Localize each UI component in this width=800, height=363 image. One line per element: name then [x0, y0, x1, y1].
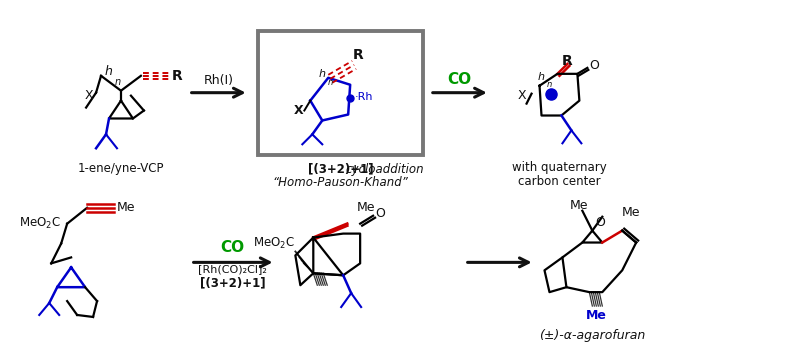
Text: O: O — [590, 60, 599, 72]
Text: CO: CO — [221, 240, 245, 255]
Text: Rh(I): Rh(I) — [204, 74, 234, 87]
Text: ·Rh: ·Rh — [355, 91, 374, 102]
Text: Me: Me — [570, 199, 589, 212]
Text: Me: Me — [586, 310, 606, 322]
Text: R: R — [172, 69, 182, 83]
Text: MeO$_2$C: MeO$_2$C — [254, 236, 295, 251]
Text: MeO$_2$C: MeO$_2$C — [19, 216, 62, 231]
Text: $\mathit{h}$: $\mathit{h}$ — [105, 64, 114, 78]
Text: $\mathit{h}$: $\mathit{h}$ — [538, 70, 546, 82]
Text: $\mathit{n}$: $\mathit{n}$ — [114, 77, 122, 87]
Text: O: O — [375, 207, 385, 220]
Text: cycloaddition: cycloaddition — [346, 163, 424, 176]
Text: [(3+2)+1]: [(3+2)+1] — [308, 163, 374, 176]
Text: (±)-α-agarofuran: (±)-α-agarofuran — [539, 329, 646, 342]
Text: “Homo-Pauson-Khand”: “Homo-Pauson-Khand” — [273, 176, 409, 189]
Text: Me: Me — [357, 201, 376, 214]
Text: $\mathit{n}$: $\mathit{n}$ — [546, 80, 554, 89]
Text: X: X — [294, 104, 303, 117]
Text: R: R — [562, 54, 573, 68]
Text: with quaternary: with quaternary — [512, 160, 607, 174]
Text: X: X — [85, 89, 94, 102]
Text: [(3+2)+1]: [(3+2)+1] — [200, 277, 266, 290]
Text: $\mathit{n}$: $\mathit{n}$ — [327, 78, 334, 87]
Text: $\mathit{h}$: $\mathit{h}$ — [318, 67, 326, 79]
Text: CO: CO — [448, 72, 472, 87]
Text: X: X — [518, 89, 526, 102]
Text: [Rh(CO)₂Cl]₂: [Rh(CO)₂Cl]₂ — [198, 264, 267, 274]
Text: Me: Me — [117, 201, 135, 214]
Text: R: R — [353, 48, 363, 62]
Text: 1-ene/yne-VCP: 1-ene/yne-VCP — [78, 162, 164, 175]
Text: Me: Me — [622, 206, 641, 219]
Text: O: O — [595, 216, 606, 229]
Text: carbon center: carbon center — [518, 175, 601, 188]
Bar — [258, 31, 423, 155]
